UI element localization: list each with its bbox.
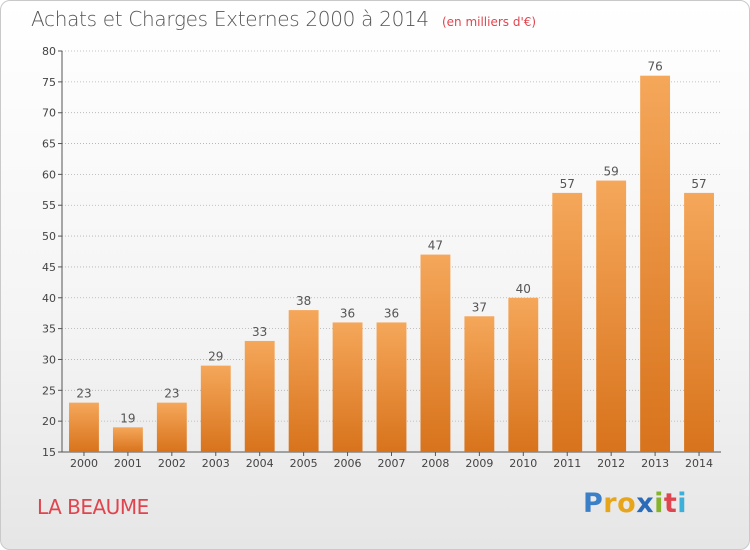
x-tick-label: 2001 [114,457,142,470]
y-tick-label: 45 [42,261,56,274]
x-tick-label: 2008 [421,457,449,470]
bar [640,75,671,452]
x-tick-label: 2003 [202,457,230,470]
bar [112,427,143,452]
proxiti-logo[interactable]: Proxiti [583,488,687,519]
data-label: 76 [647,60,662,74]
y-tick-label: 20 [42,415,56,428]
y-tick-label: 50 [42,230,56,243]
logo-letter: i [677,488,688,519]
logo-letter: r [603,488,618,519]
title-line: Achats et Charges Externes 2000 à 2014 (… [31,7,536,31]
y-tick-label: 55 [42,199,56,212]
data-label: 38 [296,294,311,308]
data-label: 36 [340,306,355,320]
data-labels: 23 19 23 29 33 38 36 36 47 37 40 57 59 76 57 [76,60,706,426]
data-label: 57 [691,177,706,191]
y-tick-label: 30 [42,353,56,366]
x-tick-label: 2006 [334,457,362,470]
x-tick-label: 2005 [290,457,318,470]
data-label: 29 [208,350,223,364]
x-tick-label: 2011 [553,457,581,470]
data-label: 37 [472,300,487,314]
data-label: 23 [76,387,91,401]
y-tick-label: 25 [42,384,56,397]
x-tick-label: 2012 [597,457,625,470]
bars [69,75,714,453]
y-tick-label: 15 [42,446,56,459]
x-tick-label: 2009 [465,457,493,470]
y-tick-label: 80 [42,45,56,58]
bar [332,322,363,452]
logo-letter: t [663,488,678,519]
bar [244,340,275,452]
bar [464,316,495,452]
data-label: 59 [604,165,619,179]
y-tick-label: 60 [42,168,56,181]
bar [420,254,451,452]
y-tick-label: 75 [42,76,56,89]
y-tick-label: 70 [42,107,56,120]
logo-letter: x [636,488,655,519]
x-tick-label: 2000 [70,457,98,470]
bar [552,192,583,452]
data-label: 36 [384,306,399,320]
bar [596,180,627,453]
chart-title: Achats et Charges Externes 2000 à 2014 [31,7,429,31]
data-label: 57 [560,177,575,191]
data-label: 19 [120,411,135,425]
x-tick-label: 2007 [378,457,406,470]
bar [508,297,539,452]
x-tick-label: 2004 [246,457,274,470]
bar [200,365,231,452]
bar [69,402,99,452]
x-tick-label: 2002 [158,457,186,470]
axes: 15 20 25 30 35 40 45 50 55 60 65 70 75 80 2000 2001 2002… [42,45,721,470]
data-label: 33 [252,325,267,339]
logo-letter: o [617,488,637,519]
bar [156,402,187,452]
data-label: 47 [428,239,443,253]
y-tick-label: 65 [42,138,56,151]
bar [376,322,407,452]
bar [288,310,319,452]
data-label: 40 [516,282,531,296]
x-tick-label: 2014 [685,457,713,470]
bar [684,192,714,452]
y-tick-label: 35 [42,323,56,336]
chart-unit: (en milliers d'€) [441,15,537,29]
data-label: 23 [164,387,179,401]
y-tick-label: 40 [42,292,56,305]
x-tick-label: 2010 [509,457,537,470]
logo-letter: P [583,488,604,519]
place-name: LA BEAUME [37,495,149,519]
logo-letter: i [654,488,664,519]
x-tick-label: 2013 [641,457,669,470]
